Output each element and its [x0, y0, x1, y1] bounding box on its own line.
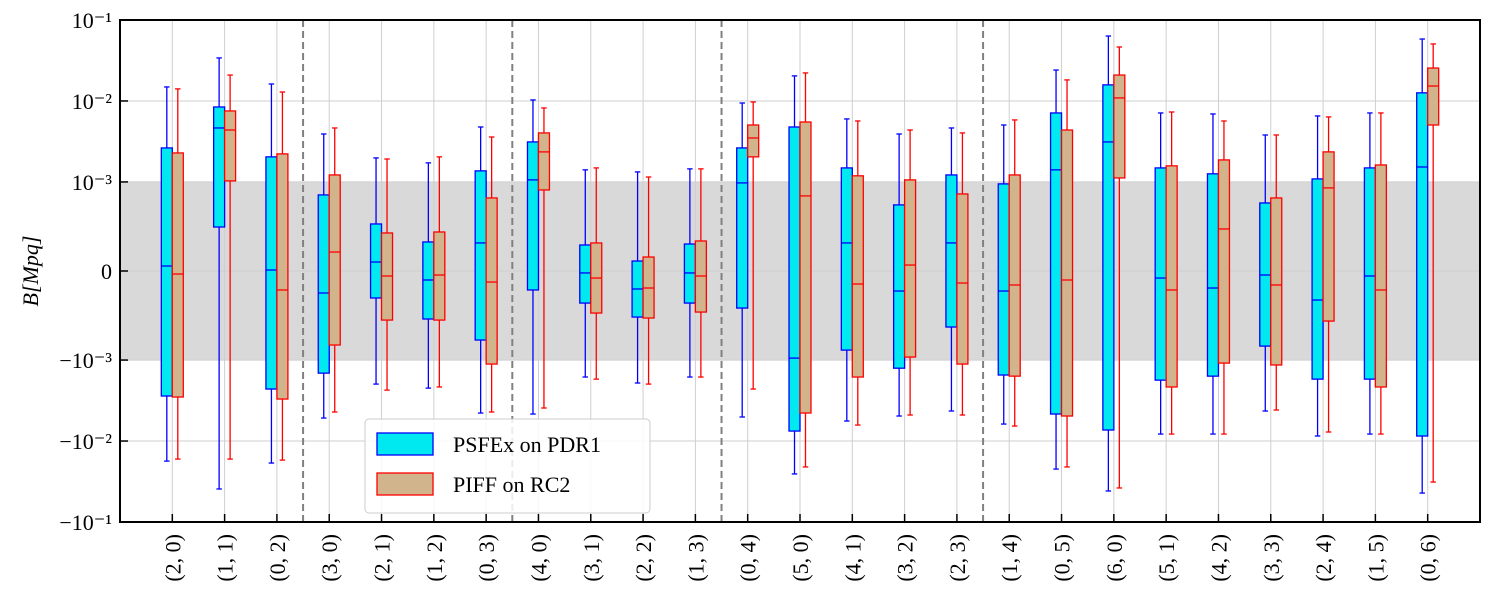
box: [171, 152, 184, 398]
x-tick-label: (2, 4): [1311, 534, 1336, 582]
box: [485, 197, 498, 365]
x-tick-label: (2, 3): [945, 534, 970, 582]
y-tick-label: 10⁻¹: [72, 8, 112, 33]
y-tick-label: 0: [101, 259, 112, 284]
box: [317, 194, 330, 374]
box: [1206, 173, 1220, 377]
x-tick-label: (3, 3): [1259, 534, 1284, 582]
y-tick-label: −10⁻¹: [59, 510, 112, 535]
x-tick-label: (1, 3): [683, 534, 708, 582]
x-tick-label: (0, 6): [1416, 534, 1441, 582]
box: [1165, 165, 1178, 388]
box: [212, 106, 226, 228]
plot-frame: [119, 19, 1481, 523]
x-tick-label: (0, 4): [736, 534, 761, 582]
x-tick-label: (4, 1): [840, 534, 865, 582]
legend-swatch: [376, 432, 434, 456]
box: [903, 179, 917, 358]
x-tick-label: (2, 0): [160, 534, 185, 582]
box: [369, 223, 383, 299]
x-tick-label: (3, 1): [579, 534, 604, 582]
box: [526, 141, 540, 291]
box: [956, 193, 969, 365]
box: [328, 174, 341, 346]
x-tick-label: (5, 0): [788, 534, 813, 582]
box: [223, 110, 237, 182]
x-tick-label: (3, 2): [893, 534, 918, 582]
y-tick-label: −10⁻³: [59, 348, 112, 373]
box: [433, 231, 446, 321]
box: [736, 147, 749, 309]
x-tick-label: (0, 3): [474, 534, 499, 582]
box: [579, 244, 592, 304]
x-tick-label: (1, 2): [422, 534, 447, 582]
box: [997, 183, 1010, 376]
box: [1102, 84, 1115, 431]
box: [537, 132, 551, 191]
box: [276, 153, 289, 400]
x-tick-label: (2, 2): [631, 534, 656, 582]
box: [1113, 74, 1126, 179]
y-tick-label: −10⁻²: [59, 429, 112, 454]
x-tick-label: (4, 0): [526, 534, 551, 582]
box: [265, 156, 278, 390]
box: [1270, 197, 1283, 366]
box: [1374, 164, 1388, 388]
box: [1311, 178, 1324, 380]
box: [1416, 92, 1429, 437]
box: [747, 124, 760, 158]
box: [474, 170, 487, 341]
legend-box: [364, 418, 651, 514]
x-tick-label: (6, 0): [1102, 534, 1127, 582]
box: [1363, 167, 1377, 380]
y-tick-label: 10⁻²: [72, 89, 113, 114]
box: [851, 175, 864, 378]
x-tick-label: (3, 0): [317, 534, 342, 582]
x-tick-label: (5, 1): [1154, 534, 1179, 582]
box: [840, 167, 853, 351]
x-tick-label: (1, 4): [997, 534, 1022, 582]
x-tick-label: (0, 2): [265, 534, 290, 582]
legend-label: PIFF on RC2: [453, 472, 570, 497]
box: [160, 147, 173, 397]
box: [799, 121, 812, 414]
x-tick-label: (0, 5): [1050, 534, 1075, 582]
box: [1427, 67, 1440, 126]
box: [1049, 112, 1063, 415]
y-axis-label: B[Mpq]: [18, 236, 43, 307]
y-tick-label: 10⁻³: [72, 170, 113, 195]
x-tick-label: (4, 2): [1206, 534, 1231, 582]
legend-swatch: [376, 472, 434, 496]
box: [1008, 174, 1021, 377]
box: [1060, 129, 1074, 417]
x-tick-label: (1, 1): [213, 534, 238, 582]
box: [892, 204, 906, 369]
x-tick-label: (1, 5): [1363, 534, 1388, 582]
legend-label: PSFEx on PDR1: [453, 432, 601, 457]
x-tick-label: (2, 1): [370, 534, 395, 582]
box: [945, 174, 958, 328]
box: [1322, 151, 1335, 322]
box: [1154, 167, 1167, 381]
box: [1217, 159, 1231, 364]
box: [788, 126, 801, 432]
